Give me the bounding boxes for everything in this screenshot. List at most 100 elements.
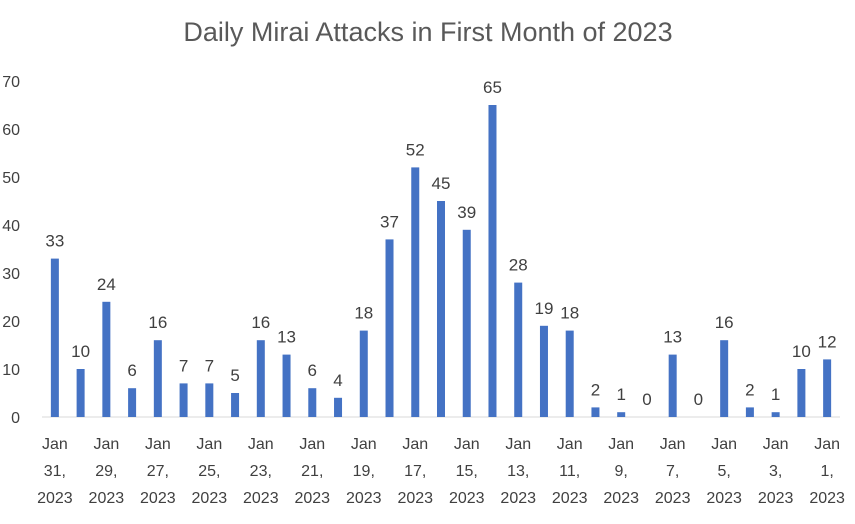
data-label: 28	[509, 256, 528, 275]
x-tick-label-line: 2023	[243, 490, 279, 507]
x-tick-label: Jan 31, 2023	[37, 436, 73, 507]
data-label: 1	[616, 385, 625, 404]
x-tick-label-line: 2023	[758, 490, 794, 507]
bar	[282, 354, 291, 417]
x-tick-label: Jan 27, 2023	[140, 436, 176, 507]
bar	[128, 388, 137, 417]
x-tick-label-line: Jan	[505, 436, 531, 453]
data-label: 0	[642, 390, 651, 409]
x-tick-label-line: 3,	[769, 463, 782, 480]
data-label: 10	[71, 342, 90, 361]
y-tick-label: 40	[2, 218, 20, 235]
x-tick-label-line: 5,	[717, 463, 730, 480]
x-tick-label-line: 2023	[397, 490, 433, 507]
bar	[308, 388, 317, 417]
data-label: 13	[663, 328, 682, 347]
data-label: 6	[308, 361, 317, 380]
data-label: 37	[380, 212, 399, 231]
x-tick-label-line: 2023	[37, 490, 73, 507]
bar	[514, 282, 523, 417]
x-tick-label-line: 19,	[353, 463, 375, 480]
bar	[102, 301, 111, 417]
x-tick-label-line: 2023	[655, 490, 691, 507]
x-tick-label-line: Jan	[42, 436, 68, 453]
x-tick-label-line: Jan	[814, 436, 840, 453]
chart-title: Daily Mirai Attacks in First Month of 20…	[183, 17, 672, 47]
x-tick-label-line: 25,	[198, 463, 220, 480]
x-tick-label: Jan 11, 2023	[552, 436, 588, 507]
x-tick-label-line: 7,	[666, 463, 679, 480]
data-label: 1	[771, 385, 780, 404]
data-label: 10	[792, 342, 811, 361]
x-tick-label: Jan 17, 2023	[397, 436, 433, 507]
data-label: 13	[277, 328, 296, 347]
data-label: 16	[148, 313, 167, 332]
x-tick-label-line: 2023	[140, 490, 176, 507]
bar	[205, 383, 214, 417]
data-label: 45	[432, 174, 451, 193]
bar	[76, 369, 85, 417]
bar	[565, 330, 574, 417]
x-tick-label-line: 2023	[552, 490, 588, 507]
bar	[50, 258, 59, 417]
x-tick-label-line: Jan	[557, 436, 583, 453]
data-label: 7	[205, 356, 214, 375]
x-tick-label-line: 21,	[301, 463, 323, 480]
x-tick-label-line: 23,	[250, 463, 272, 480]
x-tick-label-line: Jan	[454, 436, 480, 453]
bar	[385, 239, 394, 417]
x-tick-label-line: Jan	[248, 436, 274, 453]
x-tick-label-line: 1,	[820, 463, 833, 480]
bar	[771, 412, 780, 417]
bar	[539, 325, 548, 417]
x-tick-label: Jan 23, 2023	[243, 436, 279, 507]
x-tick-label-line: 2023	[346, 490, 382, 507]
data-label: 16	[251, 313, 270, 332]
bars	[50, 105, 832, 417]
x-tick-label-line: 2023	[809, 490, 845, 507]
bar	[617, 412, 626, 417]
data-label: 18	[560, 304, 579, 323]
x-tick-label-line: 2023	[294, 490, 330, 507]
x-tick-label: Jan 3, 2023	[758, 436, 794, 507]
bar	[437, 201, 445, 417]
bar	[359, 330, 368, 417]
x-tick-label-line: 29,	[95, 463, 117, 480]
x-tick-label: Jan 15, 2023	[449, 436, 485, 507]
data-label: 6	[127, 361, 136, 380]
bar	[823, 359, 832, 417]
data-label: 0	[694, 390, 703, 409]
x-tick-label: Jan 1, 2023	[809, 436, 845, 507]
bar	[797, 369, 806, 417]
x-tick-label-line: 2023	[449, 490, 485, 507]
x-tick-label-line: 31,	[44, 463, 66, 480]
x-tick-label-line: 2023	[706, 490, 742, 507]
bar	[488, 105, 497, 417]
x-tick-label-line: Jan	[660, 436, 686, 453]
bar	[411, 167, 420, 417]
x-tick-label-line: 2023	[192, 490, 228, 507]
data-label: 2	[591, 380, 600, 399]
bar	[720, 340, 729, 417]
bar	[668, 354, 677, 417]
x-tick-label-line: 2023	[89, 490, 125, 507]
data-label: 18	[354, 304, 373, 323]
data-label: 24	[97, 275, 116, 294]
x-tick-label-line: Jan	[711, 436, 737, 453]
x-tick-label-line: 27,	[147, 463, 169, 480]
x-tick-label: Jan 21, 2023	[294, 436, 330, 507]
x-tick-label: Jan 13, 2023	[500, 436, 536, 507]
x-tick-label-line: 15,	[456, 463, 478, 480]
y-axis-ticks: 0 10 20 30 40 50 60 70	[2, 74, 20, 427]
y-tick-label: 60	[2, 122, 20, 139]
data-label: 39	[457, 203, 476, 222]
x-tick-label-line: Jan	[196, 436, 222, 453]
x-tick-label: Jan 19, 2023	[346, 436, 382, 507]
data-label: 7	[179, 356, 188, 375]
x-tick-label-line: 9,	[615, 463, 628, 480]
data-label: 4	[333, 371, 342, 390]
x-tick-label-line: 17,	[404, 463, 426, 480]
